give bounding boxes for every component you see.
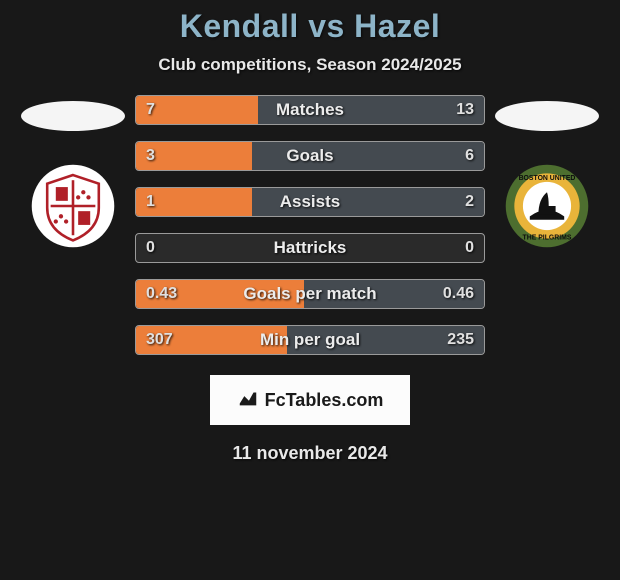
stat-bar: 713Matches xyxy=(135,95,485,125)
stat-label: Goals per match xyxy=(136,284,484,304)
svg-text:BOSTON UNITED: BOSTON UNITED xyxy=(519,175,576,182)
club-crest-left xyxy=(30,163,116,249)
stat-bar: 00Hattricks xyxy=(135,233,485,263)
player-left-column xyxy=(21,95,125,249)
stat-bar: 36Goals xyxy=(135,141,485,171)
player-right-column: BOSTON UNITED THE PILGRIMS xyxy=(495,95,599,249)
main-row: 713Matches 36Goals 12Assists 00Hattricks 0.4… xyxy=(0,95,620,355)
stat-label: Matches xyxy=(136,100,484,120)
subtitle: Club competitions, Season 2024/2025 xyxy=(0,55,620,75)
stat-label: Min per goal xyxy=(136,330,484,350)
stat-label: Assists xyxy=(136,192,484,212)
page-title: Kendall vs Hazel xyxy=(0,8,620,45)
club-crest-right: BOSTON UNITED THE PILGRIMS xyxy=(504,163,590,249)
stats-column: 713Matches 36Goals 12Assists 00Hattricks 0.4… xyxy=(135,95,485,355)
brand-link[interactable]: FcTables.com xyxy=(210,375,410,425)
date-line: 11 november 2024 xyxy=(0,443,620,464)
stat-label: Goals xyxy=(136,146,484,166)
stat-bar: 12Assists xyxy=(135,187,485,217)
stat-bar: 0.430.46Goals per match xyxy=(135,279,485,309)
stat-label: Hattricks xyxy=(136,238,484,258)
stat-bar: 307235Min per goal xyxy=(135,325,485,355)
brand-logo-icon xyxy=(237,387,259,414)
svg-text:THE PILGRIMS: THE PILGRIMS xyxy=(523,235,572,242)
player-left-photo-placeholder xyxy=(21,101,125,131)
brand-label: FcTables.com xyxy=(265,390,384,411)
comparison-card: Kendall vs Hazel Club competitions, Seas… xyxy=(0,0,620,464)
player-right-photo-placeholder xyxy=(495,101,599,131)
